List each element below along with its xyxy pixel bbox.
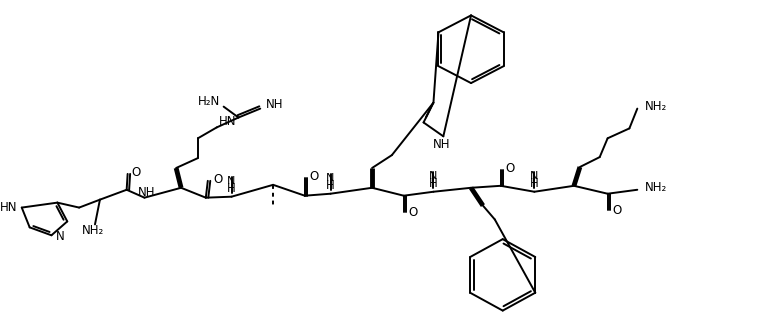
Text: NH: NH — [138, 186, 155, 199]
Text: O: O — [506, 162, 515, 175]
Text: NH₂: NH₂ — [645, 181, 668, 194]
Text: O: O — [213, 173, 223, 186]
Text: N: N — [227, 176, 235, 186]
Text: HN: HN — [0, 201, 18, 214]
Text: N: N — [56, 230, 64, 243]
Text: N: N — [326, 173, 335, 183]
Text: N: N — [530, 171, 539, 181]
Text: NH: NH — [433, 138, 450, 151]
Text: O: O — [132, 166, 141, 179]
Text: O: O — [309, 170, 319, 183]
Text: N: N — [429, 171, 437, 181]
Text: H₂N: H₂N — [197, 95, 219, 108]
Text: H: H — [429, 177, 438, 190]
Text: H: H — [326, 179, 335, 192]
Text: O: O — [613, 204, 622, 217]
Text: H: H — [530, 177, 539, 190]
Text: HN: HN — [219, 115, 236, 128]
Text: O: O — [408, 206, 418, 219]
Text: H: H — [227, 182, 236, 195]
Text: NH: NH — [266, 98, 283, 111]
Text: NH₂: NH₂ — [82, 224, 104, 237]
Text: NH₂: NH₂ — [645, 100, 668, 113]
